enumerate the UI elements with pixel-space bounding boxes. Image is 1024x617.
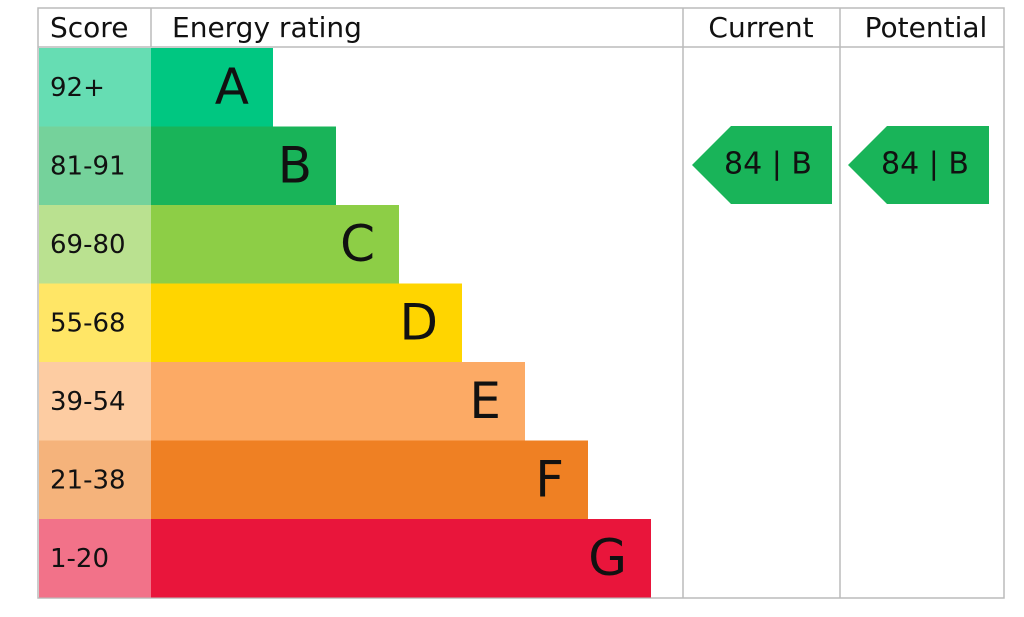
- current-arrow: [692, 126, 832, 204]
- score-cell-tint: [39, 440, 151, 519]
- potential-label: 84 | B: [881, 147, 969, 182]
- band-letter: E: [469, 372, 501, 430]
- band-bar: [151, 362, 525, 441]
- score-cell: [39, 126, 151, 205]
- band-score: 92+: [50, 73, 105, 103]
- band-score: 69-80: [50, 230, 126, 260]
- score-cell-tint: [39, 205, 151, 284]
- band-score: 1-20: [50, 544, 109, 574]
- band-score: 81-91: [50, 151, 126, 181]
- header-score: Score: [50, 11, 128, 44]
- band-letter: G: [588, 529, 627, 587]
- band-bar: [151, 440, 588, 519]
- band-bar: [151, 205, 399, 284]
- score-cell-tint: [39, 283, 151, 362]
- score-cell-tint: [39, 519, 151, 598]
- band-letter: A: [215, 58, 249, 116]
- band-bar: [151, 126, 336, 205]
- header-current: Current: [708, 11, 813, 44]
- score-cell: [39, 283, 151, 362]
- score-cell: [39, 519, 151, 598]
- score-cell-tint: [39, 126, 151, 205]
- score-cell: [39, 205, 151, 284]
- band-letter: B: [278, 136, 312, 194]
- band-letter: C: [340, 215, 375, 273]
- header-rating: Energy rating: [172, 11, 362, 44]
- band-bar: [151, 519, 651, 598]
- grid: [37, 7, 1005, 599]
- bands: 92+ A 81-91 B 69-80 C 55-68 D 39-54 E 21-38 F 1-20 G: [39, 48, 651, 598]
- header-potential: Potential: [865, 11, 988, 44]
- current-marker: 84 | B: [692, 126, 832, 204]
- potential-marker: 84 | B: [848, 126, 989, 204]
- score-cell: [39, 362, 151, 441]
- band-score: 39-54: [50, 387, 126, 417]
- band-score: 21-38: [50, 465, 126, 495]
- score-cell: [39, 440, 151, 519]
- score-cell-tint: [39, 48, 151, 127]
- score-cell-tint: [39, 362, 151, 441]
- band-score: 55-68: [50, 308, 126, 338]
- potential-arrow: [848, 126, 989, 204]
- frame: [37, 7, 1005, 599]
- band-bar: [151, 48, 273, 127]
- band-letter: F: [535, 450, 564, 508]
- score-cell: [39, 48, 151, 127]
- band-letter: D: [399, 293, 438, 351]
- current-label: 84 | B: [724, 147, 812, 182]
- band-bar: [151, 283, 462, 362]
